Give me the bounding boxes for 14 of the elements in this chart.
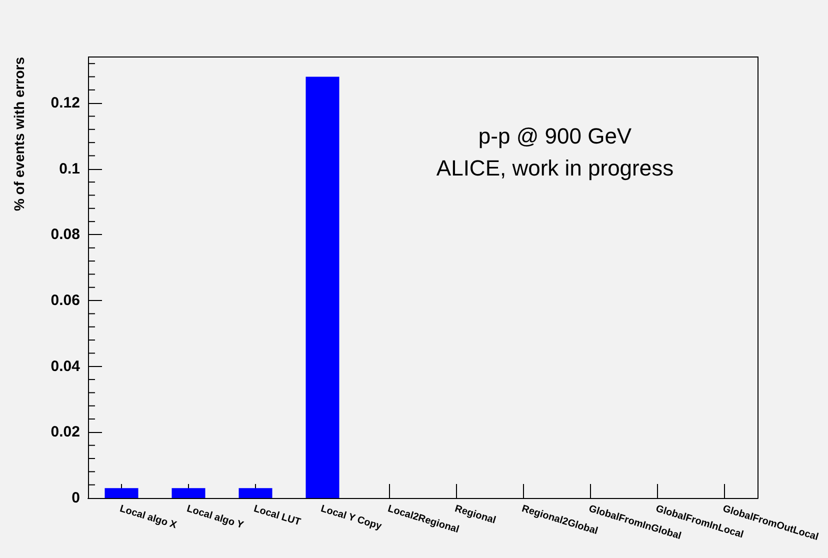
x-tick-label: Local algo X	[118, 504, 178, 532]
y-tick-label: 0	[72, 490, 80, 506]
x-tick-label: Local Y Copy	[319, 504, 384, 533]
annotation: p-p @ 900 GeV	[478, 124, 632, 148]
y-tick-label: 0.02	[50, 424, 80, 441]
y-axis-title: % of events with errors	[11, 56, 27, 212]
y-tick-label: 0.04	[50, 358, 81, 375]
x-tick-label: Local LUT	[252, 504, 302, 528]
annotation: ALICE, work in progress	[436, 156, 674, 180]
y-tick-label: 0.06	[50, 292, 80, 310]
y-tick-label: 0.1	[59, 160, 80, 178]
x-tick-label: Local algo Y	[185, 504, 246, 532]
y-tick-label: 0.12	[50, 94, 80, 112]
y-tick-label: 0.08	[50, 226, 80, 244]
